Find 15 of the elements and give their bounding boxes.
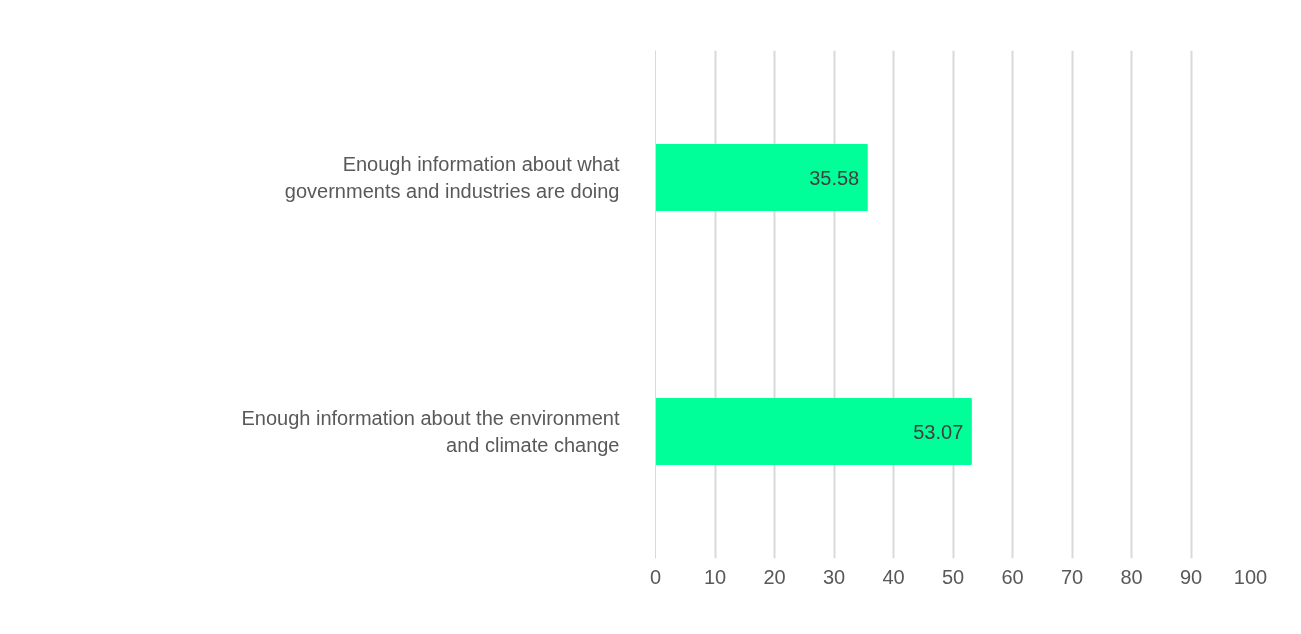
x-tick-label: 20: [763, 565, 786, 588]
x-tick-label: 60: [1001, 565, 1024, 588]
x-tick-label: 0: [649, 565, 662, 588]
x-tick-label: 70: [1060, 565, 1084, 588]
x-tick-label: 10: [703, 565, 727, 588]
x-tick-label: 50: [941, 565, 965, 588]
data-label: 35.58: [809, 166, 860, 189]
x-tick-label: 100: [1233, 565, 1268, 588]
data-label: 53.07: [913, 420, 964, 443]
x-tick-label: 40: [882, 565, 905, 588]
x-tick-label: 80: [1120, 565, 1143, 588]
y-tick-label: Enough information about the environment and climate change: [241, 407, 620, 456]
x-tick-label: 90: [1179, 565, 1203, 588]
x-tick-label: 30: [822, 565, 846, 588]
y-tick-label: Enough information about what governments and industries are doing: [284, 153, 620, 202]
